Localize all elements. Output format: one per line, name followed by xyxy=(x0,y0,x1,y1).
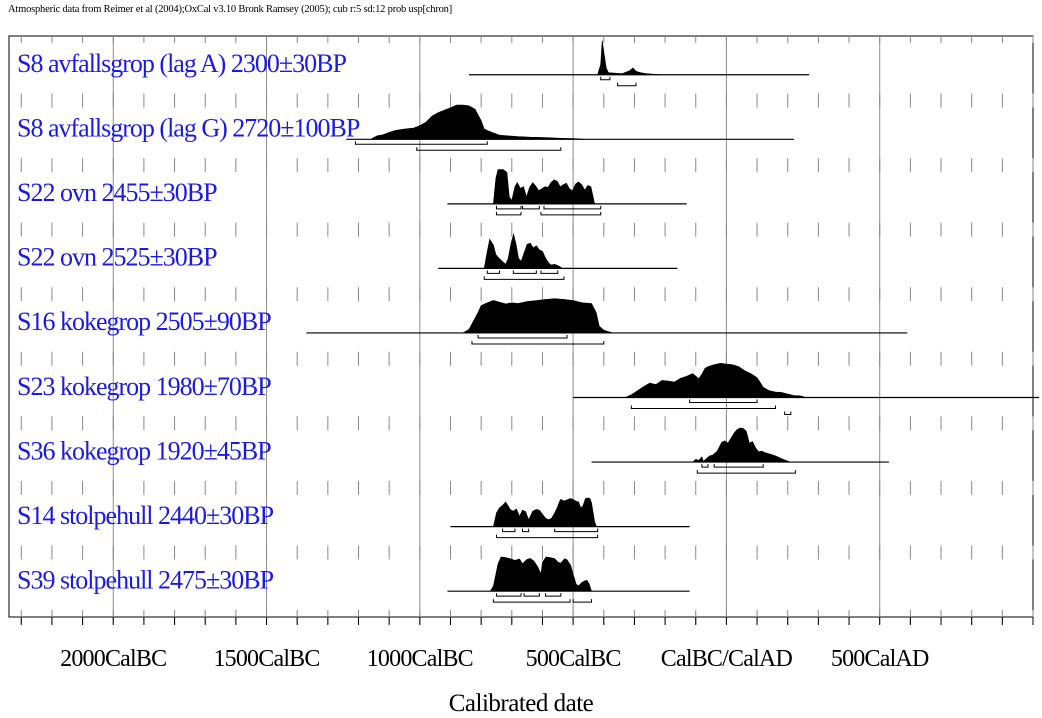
range-bracket xyxy=(522,205,540,210)
range-bracket xyxy=(522,528,530,533)
range-bracket xyxy=(572,599,593,603)
series-label: S36 kokegrop 1920±45BP xyxy=(17,436,271,465)
range-bracket xyxy=(486,270,501,274)
range-bracket xyxy=(696,470,796,474)
series-label: S22 ovn 2455±30BP xyxy=(17,178,217,207)
range-bracket xyxy=(471,340,605,345)
x-axis-label: Calibrated date xyxy=(449,690,594,717)
x-tick-label: 500CalBC xyxy=(526,646,621,672)
range-bracket xyxy=(784,411,792,416)
range-bracket xyxy=(512,270,537,274)
x-tick-label: CalBC/CalAD xyxy=(661,646,793,672)
range-bracket xyxy=(540,270,559,274)
range-bracket xyxy=(495,211,522,216)
range-bracket xyxy=(545,593,562,597)
range-bracket xyxy=(701,464,709,468)
series-row: S39 stolpehull 2475±30BP xyxy=(17,556,690,603)
series-row: S14 stolpehull 2440±30BP xyxy=(17,497,690,539)
probability-distribution xyxy=(369,104,586,140)
probability-distribution xyxy=(625,362,807,398)
x-tick-label: 1000CalBC xyxy=(367,646,473,672)
range-bracket xyxy=(354,141,488,145)
probability-distribution xyxy=(461,298,614,334)
series-row: S36 kokegrop 1920±45BP xyxy=(17,427,889,474)
probability-distribution xyxy=(483,233,564,269)
probability-distribution xyxy=(597,40,660,75)
plot-frame xyxy=(8,35,1034,618)
range-bracket xyxy=(416,147,562,151)
header-text: Atmospheric data from Reimer et al (2004… xyxy=(8,4,453,15)
series-row: S22 ovn 2455±30BP xyxy=(17,169,687,216)
series-label: S16 kokegrop 2505±90BP xyxy=(17,307,271,336)
probability-distribution xyxy=(493,169,598,205)
probability-distribution xyxy=(493,497,597,527)
series-row: S22 ovn 2525±30BP xyxy=(17,233,678,280)
range-bracket xyxy=(540,211,602,216)
series-label: S22 ovn 2525±30BP xyxy=(17,243,217,272)
series-row: S23 kokegrop 1980±70BP xyxy=(17,362,1040,416)
range-bracket xyxy=(477,334,568,339)
range-bracket xyxy=(689,399,758,404)
series-row: S8 avfallsgrop (lag A) 2300±30BP xyxy=(17,40,810,87)
range-bracket xyxy=(502,528,516,533)
range-bracket xyxy=(495,593,522,597)
probability-distribution xyxy=(489,556,592,592)
series-row: S8 avfallsgrop (lag G) 2720±100BP xyxy=(17,104,794,151)
range-bracket xyxy=(617,82,637,87)
range-bracket xyxy=(483,276,565,280)
x-tick-label: 2000CalBC xyxy=(60,646,166,672)
range-bracket xyxy=(523,593,540,597)
series-label: S14 stolpehull 2440±30BP xyxy=(17,501,274,530)
series-row: S16 kokegrop 2505±90BP xyxy=(17,298,908,345)
range-bracket xyxy=(554,528,599,533)
range-bracket xyxy=(495,534,599,539)
series-label: S8 avfallsgrop (lag A) 2300±30BP xyxy=(17,49,346,78)
range-bracket xyxy=(543,205,602,210)
probability-distribution xyxy=(691,427,791,463)
range-bracket xyxy=(600,76,611,81)
range-bracket xyxy=(630,405,776,410)
series-label: S8 avfallsgrop (lag G) 2720±100BP xyxy=(17,114,360,143)
x-tick-label: 1500CalBC xyxy=(213,646,319,672)
range-bracket xyxy=(492,599,571,603)
series-label: S23 kokegrop 1980±70BP xyxy=(17,372,271,401)
series-label: S39 stolpehull 2475±30BP xyxy=(17,565,274,594)
range-bracket xyxy=(713,464,764,468)
range-bracket xyxy=(495,205,522,210)
x-tick-label: 500CalAD xyxy=(831,646,929,672)
